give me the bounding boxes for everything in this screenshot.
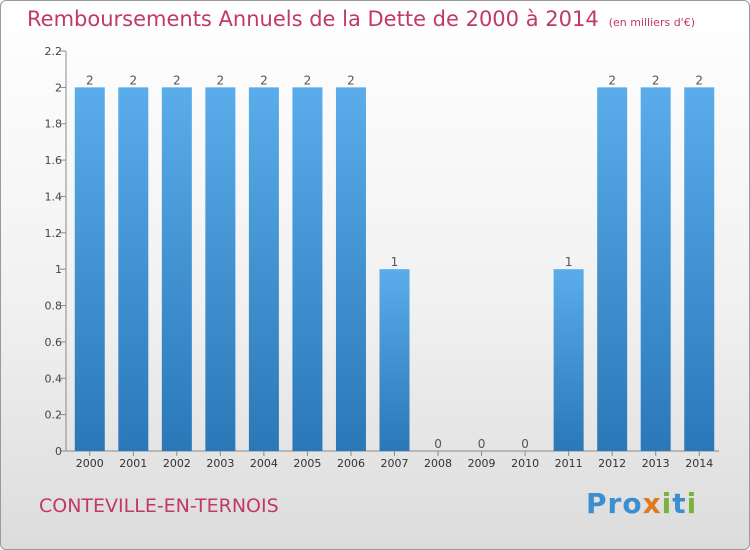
bar-2007	[379, 269, 410, 451]
chart-title: Remboursements Annuels de la Dette de 20…	[27, 7, 695, 31]
bar-2005	[292, 87, 323, 451]
logo-letter: r	[607, 487, 623, 520]
logo-letter: i	[661, 487, 673, 520]
x-tick-label-2008: 2008	[424, 457, 452, 470]
bar-2003	[205, 87, 236, 451]
y-tick-label: 0	[55, 445, 62, 458]
y-tick-label: 1.6	[45, 154, 63, 167]
data-label-2009: 0	[478, 437, 486, 451]
bar-2014	[684, 87, 715, 451]
x-tick-label-2000: 2000	[76, 457, 104, 470]
x-tick-label-2014: 2014	[685, 457, 713, 470]
data-label-2014: 2	[695, 73, 703, 87]
data-label-2001: 2	[129, 73, 137, 87]
y-tick-label: 0.6	[45, 336, 63, 349]
x-tick-label-2002: 2002	[163, 457, 191, 470]
data-label-2010: 0	[521, 437, 529, 451]
bar-2006	[335, 87, 366, 451]
y-tick-label: 1.4	[45, 190, 63, 203]
commune-name: CONTEVILLE-EN-TERNOIS	[39, 495, 279, 517]
logo-letter: t	[672, 487, 687, 520]
y-tick-label: 0.8	[45, 300, 63, 313]
y-tick-label: 2.2	[45, 45, 63, 58]
bar-2002	[161, 87, 192, 451]
data-label-2006: 2	[347, 73, 355, 87]
x-tick-label-2001: 2001	[119, 457, 147, 470]
proxiti-logo: Proxiti	[586, 487, 697, 520]
y-tick-label: 1.8	[45, 118, 63, 131]
data-label-2003: 2	[217, 73, 225, 87]
data-label-2000: 2	[86, 73, 94, 87]
data-labels: 2 2 2 2 2 2 2 1 0 0 0 1 2 2 2	[86, 73, 703, 451]
unit-label: (en milliers d'€)	[608, 16, 695, 29]
x-tick-label-2003: 2003	[206, 457, 234, 470]
x-tick-label-2004: 2004	[250, 457, 278, 470]
bar-2001	[118, 87, 149, 451]
bars	[74, 87, 715, 451]
y-tick-label: 0.4	[45, 372, 63, 385]
data-label-2008: 0	[434, 437, 442, 451]
logo-letter: i	[686, 487, 698, 520]
y-tick-label: 2	[55, 81, 62, 94]
x-tick-label-2007: 2007	[381, 457, 409, 470]
x-tick-label-2009: 2009	[468, 457, 496, 470]
bar-2004	[248, 87, 279, 451]
logo-letter: x	[642, 487, 662, 520]
data-label-2007: 1	[391, 255, 399, 269]
x-tick-label-2005: 2005	[293, 457, 321, 470]
data-label-2005: 2	[304, 73, 312, 87]
y-tick-label: 1	[55, 263, 62, 276]
logo-letter: o	[622, 487, 643, 520]
bar-2011	[553, 269, 584, 451]
x-tick-label-2011: 2011	[555, 457, 583, 470]
y-tick-label: 0.2	[45, 409, 63, 422]
y-tick-label: 1.2	[45, 227, 63, 240]
x-tick-label-2013: 2013	[642, 457, 670, 470]
data-label-2002: 2	[173, 73, 181, 87]
logo-letter: P	[586, 487, 608, 520]
data-label-2004: 2	[260, 73, 268, 87]
x-tick-label-2006: 2006	[337, 457, 365, 470]
bar-2000	[74, 87, 105, 451]
x-tick-label-2012: 2012	[598, 457, 626, 470]
x-tick-label-2010: 2010	[511, 457, 539, 470]
data-label-2011: 1	[565, 255, 573, 269]
data-label-2012: 2	[608, 73, 616, 87]
bar-2012	[597, 87, 628, 451]
bar-2013	[640, 87, 671, 451]
data-label-2013: 2	[652, 73, 660, 87]
